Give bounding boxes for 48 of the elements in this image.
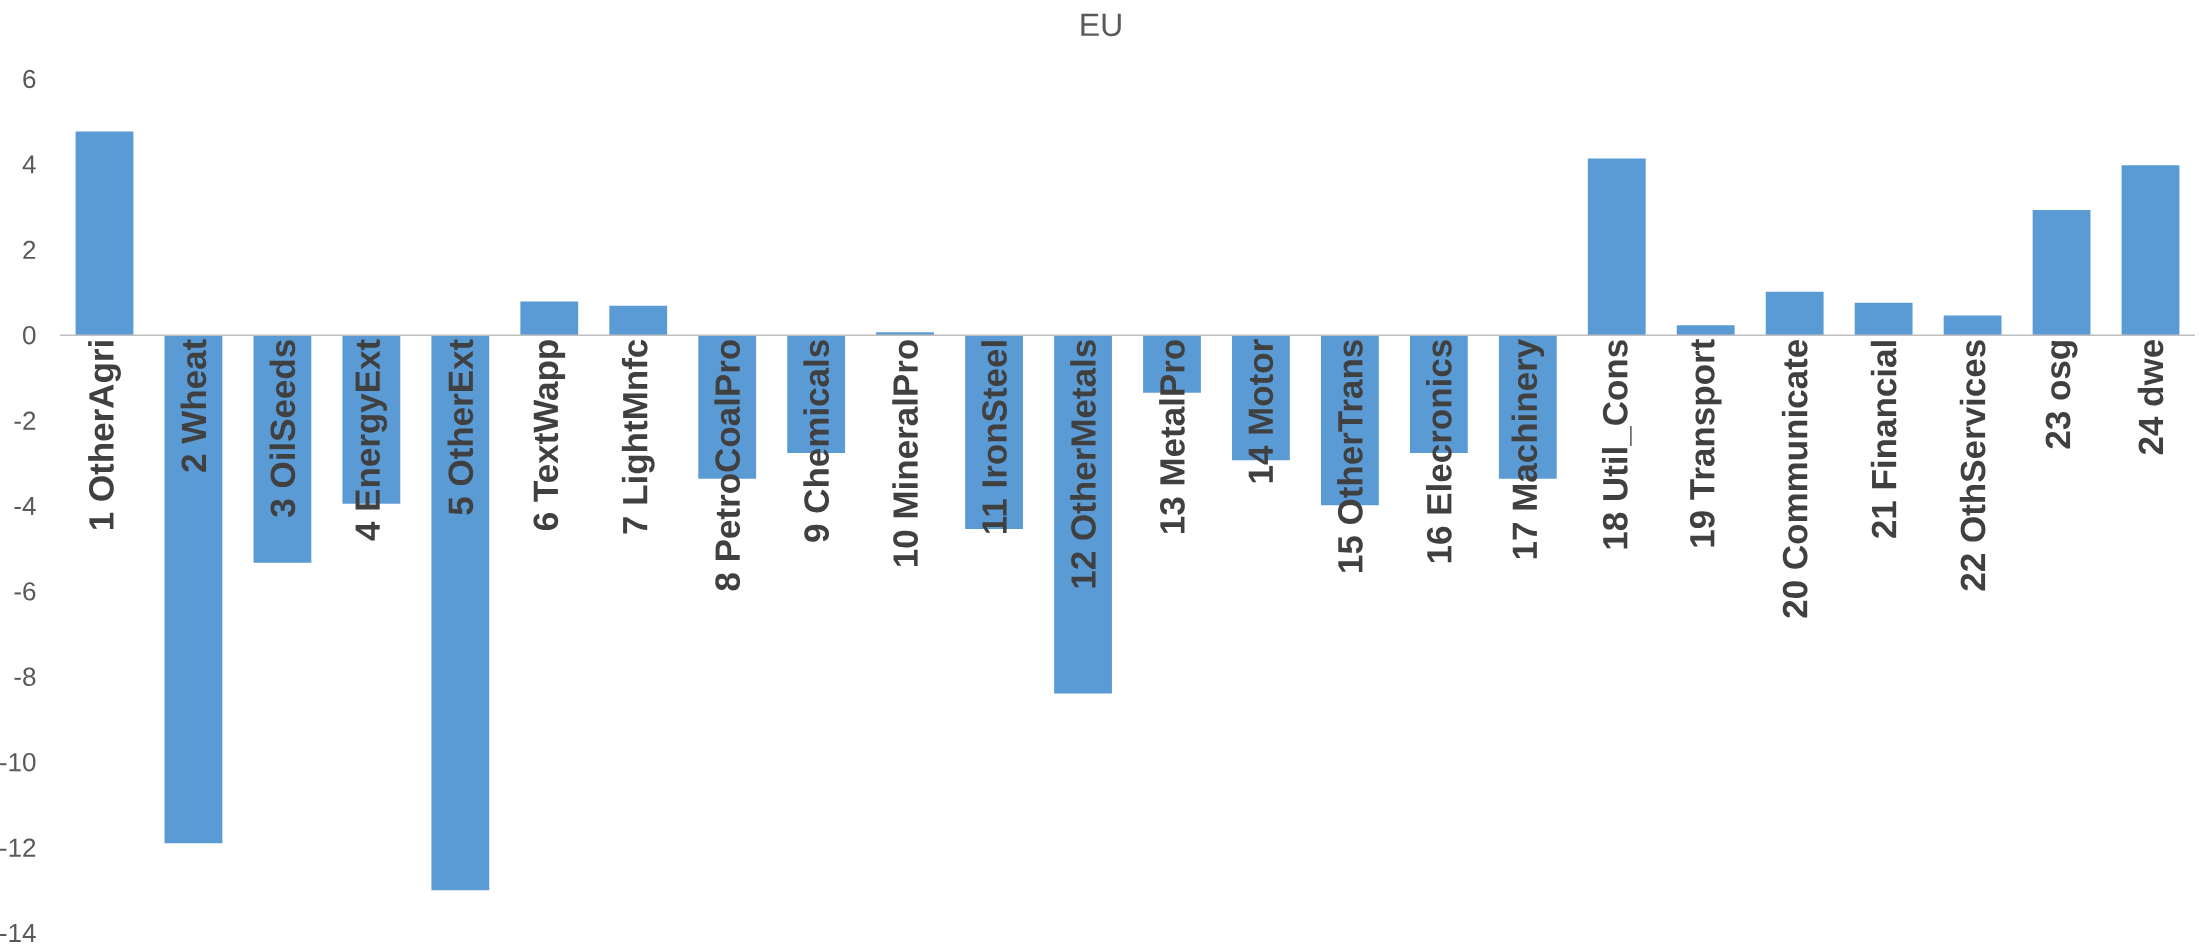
bar xyxy=(2032,210,2091,336)
bar xyxy=(1943,315,2002,336)
bar xyxy=(520,301,579,336)
x-tick-label: 2 Wheat xyxy=(180,339,207,472)
x-tick-label: 7 LightMnfc xyxy=(621,339,655,534)
y-tick-label: -4 xyxy=(14,497,36,515)
bar xyxy=(1587,158,1646,336)
x-tick-label: 5 OtherExt xyxy=(447,339,474,515)
bar xyxy=(431,335,490,891)
x-tick-label: 24 dwe xyxy=(2137,339,2164,455)
x-tick-label: 21 Financial xyxy=(1870,341,1897,538)
x-tick-label: 17 Machinery xyxy=(1511,338,1545,559)
y-tick-label: -12 xyxy=(0,838,36,857)
y-tick-label: -2 xyxy=(14,411,36,430)
x-tick-label: 18 Util_Cons xyxy=(1601,340,1632,549)
chart-title: EU xyxy=(1081,13,1121,37)
y-tick-label: 6 xyxy=(23,69,36,89)
y-tick-label: 4 xyxy=(22,155,36,174)
bar xyxy=(75,131,134,336)
bar xyxy=(1765,291,1824,336)
x-tick-label: 19 Transport xyxy=(1689,339,1722,547)
x-tick-label: 9 Chemicals xyxy=(803,340,829,542)
x-tick-label: 11 IronSteel xyxy=(981,341,1007,533)
bar xyxy=(609,305,668,336)
x-tick-label: 20 Communicate xyxy=(1781,339,1808,618)
y-tick-label: 2 xyxy=(23,240,36,259)
y-tick-label: -6 xyxy=(14,582,36,601)
x-tick-label: 1 OtherAgri xyxy=(88,341,121,530)
bar xyxy=(164,335,223,844)
bar xyxy=(1676,325,1735,336)
bar xyxy=(2121,165,2180,336)
x-tick-label: 4 EnergyExt xyxy=(355,339,388,541)
x-tick-label: 3 OilSeeds xyxy=(269,340,296,517)
x-tick-label: 23 osg xyxy=(2045,341,2078,449)
x-tick-label: 6 TextWapp xyxy=(533,340,566,530)
x-tick-label: 10 MineralPro xyxy=(892,340,918,567)
y-tick-label: -8 xyxy=(14,667,36,686)
x-tick-label: 8 PetroCoalPro xyxy=(714,340,741,591)
x-tick-label: 16 Elecronics xyxy=(1426,340,1452,563)
y-tick-label: -10 xyxy=(0,752,36,772)
x-tick-label: 14 Motor xyxy=(1248,339,1274,483)
x-tick-label: 12 OtherMetals xyxy=(1070,340,1096,588)
x-tick-label: 22 OthServices xyxy=(1959,340,1986,591)
bar xyxy=(1854,302,1913,336)
x-tick-label: 15 OtherTrans xyxy=(1337,340,1363,572)
x-tick-label: 13 MetalPro xyxy=(1159,340,1185,533)
y-tick-label: 0 xyxy=(23,325,36,345)
y-tick-label: -14 xyxy=(0,924,36,942)
